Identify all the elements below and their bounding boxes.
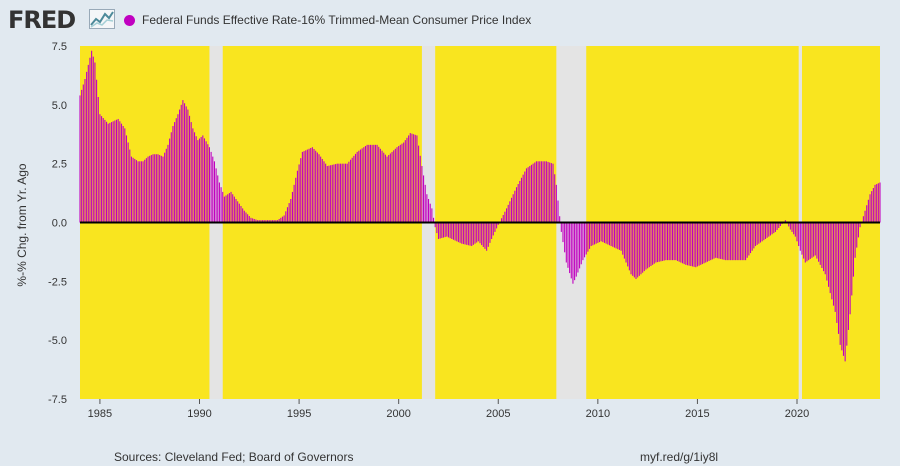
x-tick-label: 2000 <box>386 408 410 420</box>
chart-header: FRED Federal Funds Effective Rate-16% Tr… <box>0 0 900 40</box>
x-tick-label: 2015 <box>685 408 709 420</box>
x-tick-label: 1985 <box>88 408 112 420</box>
y-axis-ticks: 7.5 5.0 2.5 0.0 -2.5 -5.0 -7.5 <box>48 41 67 406</box>
footer-source: Sources: Cleveland Fed; Board of Governo… <box>114 450 354 464</box>
x-tick-label: 1990 <box>187 408 211 420</box>
footer-link[interactable]: myf.red/g/1iy8l <box>640 450 719 464</box>
y-tick-label: 0.0 <box>52 218 67 230</box>
y-axis-label: %-% Chg. from Yr. Ago <box>15 163 29 286</box>
y-tick-label: 5.0 <box>52 100 67 112</box>
legend-label: Federal Funds Effective Rate-16% Trimmed… <box>142 13 532 27</box>
x-axis-ticks: 1985 1990 1995 2000 2005 2010 2015 2020 <box>88 399 809 420</box>
x-tick-label: 1995 <box>287 408 311 420</box>
fred-line-graph-icon <box>89 9 115 29</box>
y-tick-label: 7.5 <box>52 41 67 53</box>
x-tick-label: 2020 <box>785 408 809 420</box>
legend-swatch <box>124 14 135 26</box>
x-tick-label: 2005 <box>486 408 510 420</box>
data-bars <box>79 50 881 362</box>
y-tick-label: -2.5 <box>48 276 67 288</box>
x-tick-label: 2010 <box>586 408 610 420</box>
fred-logo[interactable]: FRED <box>8 6 76 34</box>
y-tick-label: -5.0 <box>48 335 67 347</box>
y-tick-label: -7.5 <box>48 394 67 406</box>
chart-legend: Federal Funds Effective Rate-16% Trimmed… <box>124 13 531 27</box>
y-tick-label: 2.5 <box>52 159 67 171</box>
